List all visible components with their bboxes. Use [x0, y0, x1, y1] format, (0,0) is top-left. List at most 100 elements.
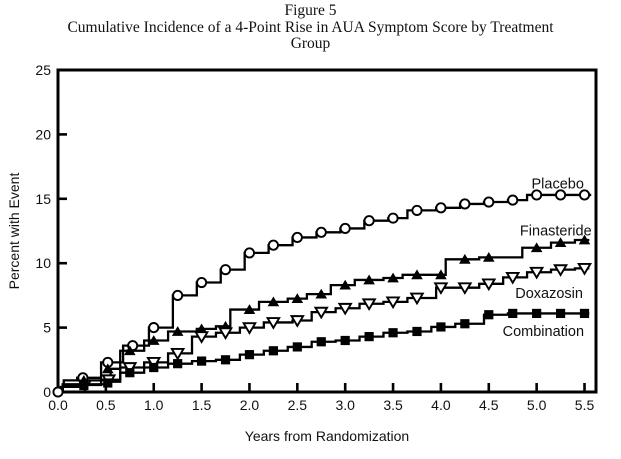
- marker-triangle-up-finasteride: [387, 272, 399, 283]
- marker-square-combination: [340, 335, 350, 346]
- marker-square-combination: [103, 378, 113, 388]
- series-label-combination: Combination: [503, 324, 584, 340]
- marker-circle-placebo: [555, 189, 567, 201]
- x-tick-label: 2.0: [240, 397, 260, 413]
- marker-square-combination: [508, 308, 518, 319]
- x-tick-label: 1.0: [144, 397, 164, 413]
- marker-circle-placebo: [52, 386, 64, 398]
- marker-circle-placebo: [411, 204, 423, 216]
- marker-square-combination: [436, 322, 446, 332]
- marker-square-combination: [220, 355, 231, 365]
- marker-triangle-up-finasteride: [243, 304, 256, 314]
- series-line-finasteride: [58, 238, 590, 394]
- x-tick-label: 5.5: [575, 397, 595, 413]
- marker-triangle-up-finasteride: [530, 242, 543, 253]
- marker-circle-placebo: [196, 276, 208, 289]
- marker-circle-placebo: [363, 215, 375, 227]
- marker-circle-placebo: [219, 264, 232, 276]
- marker-triangle-up-finasteride: [435, 269, 447, 280]
- marker-triangle-down-doxazosin: [194, 331, 210, 344]
- series-label-doxazosin: Doxazosin: [515, 286, 583, 302]
- x-tick-label: 0.0: [48, 397, 68, 413]
- marker-circle-placebo: [315, 226, 327, 238]
- y-tick-label: 5: [43, 320, 51, 336]
- marker-triangle-down-doxazosin: [409, 292, 425, 306]
- marker-triangle-down-doxazosin: [122, 362, 138, 375]
- marker-triangle-down-doxazosin: [361, 298, 377, 312]
- marker-square-combination: [532, 308, 542, 319]
- marker-square-combination: [196, 356, 207, 366]
- marker-triangle-down-doxazosin: [457, 282, 473, 295]
- marker-triangle-up-finasteride: [459, 253, 471, 264]
- x-tick-label: 5.0: [527, 397, 547, 413]
- marker-triangle-down-doxazosin: [433, 282, 449, 295]
- figure-title-line-1: Cumulative Incidence of a 4-Point Rise i…: [67, 18, 554, 36]
- marker-square-combination: [79, 380, 89, 391]
- x-tick-label: 4.5: [479, 397, 499, 413]
- marker-circle-placebo: [339, 222, 351, 234]
- plot-frame: [56, 68, 598, 394]
- marker-circle-placebo: [387, 212, 399, 224]
- y-tick-label: 15: [35, 191, 51, 207]
- marker-triangle-up-finasteride: [482, 252, 495, 262]
- y-tick-label: 10: [35, 255, 51, 271]
- marker-circle-placebo: [267, 239, 279, 251]
- marker-triangle-down-doxazosin: [313, 306, 329, 320]
- marker-triangle-up-finasteride: [315, 288, 328, 299]
- marker-triangle-up-finasteride: [291, 293, 304, 304]
- marker-triangle-down-doxazosin: [385, 296, 401, 310]
- marker-circle-placebo: [172, 289, 184, 301]
- marker-square-combination: [244, 350, 255, 360]
- y-tick-label: 25: [35, 62, 51, 78]
- figure-title-line-2: Group: [290, 35, 331, 52]
- marker-circle-placebo: [531, 189, 543, 201]
- marker-triangle-up-finasteride: [147, 335, 160, 345]
- marker-circle-placebo: [148, 322, 160, 334]
- marker-square-combination: [388, 328, 398, 338]
- marker-triangle-down-doxazosin: [170, 348, 186, 361]
- marker-square-combination: [149, 362, 159, 373]
- marker-triangle-down-doxazosin: [553, 264, 569, 277]
- marker-triangle-down-doxazosin: [481, 278, 497, 292]
- marker-triangle-down-doxazosin: [146, 357, 162, 370]
- marker-triangle-up-finasteride: [267, 296, 280, 307]
- marker-triangle-up-finasteride: [123, 345, 136, 356]
- marker-triangle-down-doxazosin: [577, 263, 592, 276]
- x-tick-label: 4.0: [431, 397, 451, 413]
- x-tick-label: 0.5: [96, 397, 116, 413]
- series-label-placebo: Placebo: [532, 176, 584, 192]
- marker-square-combination: [460, 319, 470, 329]
- marker-triangle-up-finasteride: [554, 237, 567, 247]
- marker-square-combination: [316, 337, 326, 347]
- marker-circle-placebo: [291, 231, 303, 243]
- marker-triangle-up-finasteride: [195, 323, 208, 334]
- x-tick-label: 3.5: [383, 397, 403, 413]
- marker-triangle-up-finasteride: [411, 269, 423, 280]
- marker-square-combination: [364, 332, 374, 342]
- figure-title-block: Figure 5 Cumulative Incidence of a 4-Poi…: [0, 2, 621, 53]
- marker-triangle-down-doxazosin: [289, 315, 305, 328]
- marker-triangle-down-doxazosin: [505, 272, 521, 285]
- marker-triangle-up-finasteride: [101, 363, 114, 374]
- marker-triangle-up-finasteride: [339, 279, 351, 290]
- x-tick-label: 3.0: [335, 397, 355, 413]
- marker-triangle-down-doxazosin: [218, 327, 233, 341]
- marker-square-combination: [268, 346, 278, 356]
- marker-square-combination: [173, 359, 183, 369]
- x-tick-label: 2.5: [288, 397, 308, 413]
- marker-triangle-down-doxazosin: [265, 317, 281, 330]
- marker-triangle-up-finasteride: [578, 234, 591, 245]
- marker-triangle-down-doxazosin: [241, 322, 257, 335]
- marker-triangle-up-finasteride: [363, 274, 375, 285]
- y-tick-label: 20: [35, 126, 51, 142]
- marker-square-combination: [412, 326, 422, 337]
- marker-square-combination: [484, 310, 494, 320]
- marker-square-combination: [555, 308, 566, 319]
- marker-circle-placebo: [578, 189, 591, 201]
- marker-triangle-down-doxazosin: [337, 302, 353, 316]
- marker-triangle-down-doxazosin: [529, 266, 545, 280]
- marker-circle-placebo: [507, 194, 519, 206]
- marker-square-combination: [579, 308, 590, 319]
- figure-number: Figure 5: [284, 2, 337, 19]
